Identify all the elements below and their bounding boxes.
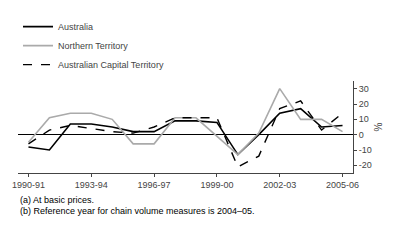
svg-text:(b) Reference year for chain v: (b) Reference year for chain volume meas… (20, 206, 255, 216)
svg-text:30: 30 (359, 84, 369, 94)
svg-text:2005-06: 2005-06 (326, 180, 359, 190)
svg-text:0: 0 (359, 130, 364, 140)
svg-text:1990-91: 1990-91 (12, 180, 45, 190)
svg-text:2002-03: 2002-03 (263, 180, 296, 190)
svg-text:-10: -10 (359, 145, 372, 155)
svg-text:Australia: Australia (58, 22, 93, 32)
svg-text:1996-97: 1996-97 (138, 180, 171, 190)
svg-text:-20: -20 (359, 160, 372, 170)
svg-text:Northern Territory: Northern Territory (58, 41, 128, 51)
svg-text:10: 10 (359, 114, 369, 124)
svg-text:1993-94: 1993-94 (75, 180, 108, 190)
svg-text:%: % (373, 122, 384, 131)
svg-text:20: 20 (359, 99, 369, 109)
svg-text:Australian Capital Territory: Australian Capital Territory (58, 60, 164, 70)
svg-text:(a) At basic prices.: (a) At basic prices. (20, 195, 94, 205)
svg-text:1999-00: 1999-00 (200, 180, 233, 190)
